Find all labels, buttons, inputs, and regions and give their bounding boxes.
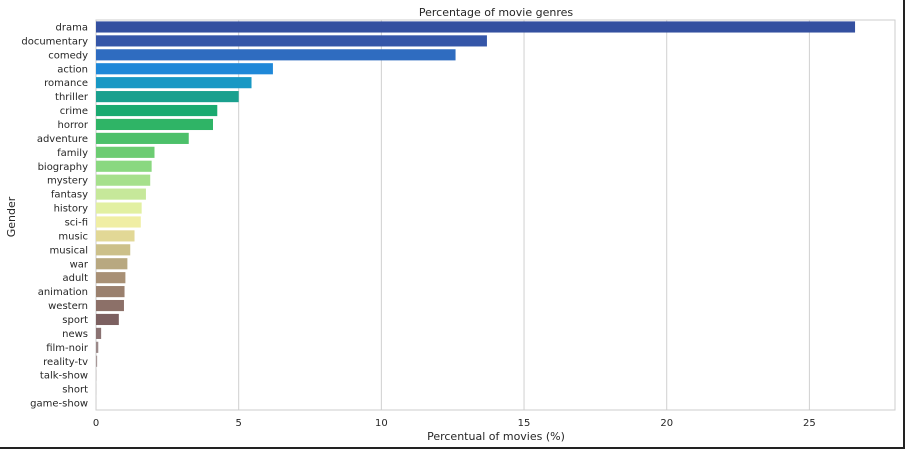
bars <box>96 21 856 409</box>
bar-western <box>96 299 124 312</box>
y-axis-label: Gender <box>5 196 18 237</box>
y-tick-label: romance <box>44 78 88 89</box>
x-tick-labels: 0 5 10 15 20 25 <box>93 418 816 429</box>
bar-sci-fi <box>96 216 141 228</box>
bar-biography <box>96 160 152 172</box>
y-tick-label: crime <box>60 106 88 117</box>
bar-comedy <box>96 49 456 61</box>
y-tick-label: war <box>70 259 89 270</box>
y-tick-label: talk-show <box>40 371 88 382</box>
bar-history <box>96 202 142 214</box>
y-tick-label: horror <box>57 120 88 131</box>
bar-drama <box>96 21 856 33</box>
bar-reality-tv <box>96 355 98 367</box>
y-tick-label: family <box>57 148 88 159</box>
bar-sport <box>96 313 119 326</box>
bar-romance <box>96 77 252 89</box>
x-tick-label: 15 <box>518 418 531 429</box>
y-tick-label: sport <box>62 315 88 326</box>
bar-horror <box>96 118 213 131</box>
bar-fantasy <box>96 188 146 200</box>
y-tick-label: fantasy <box>51 190 88 201</box>
y-tick-label: adult <box>62 273 88 284</box>
y-tick-label: film-noir <box>46 343 89 354</box>
bar-war <box>96 258 128 270</box>
plot-area <box>95 19 896 411</box>
x-axis-label: Percentual of movies (%) <box>427 430 565 443</box>
y-tick-label: animation <box>38 287 88 298</box>
y-tick-label: biography <box>38 162 89 173</box>
bar-crime <box>96 104 218 117</box>
bar-music <box>96 230 135 242</box>
bar-news <box>96 327 102 339</box>
bar-adventure <box>96 132 189 144</box>
bar-thriller <box>96 91 239 103</box>
y-tick-label: documentary <box>21 36 88 47</box>
y-tick-label: reality-tv <box>43 357 88 368</box>
y-tick-label: history <box>54 204 88 215</box>
y-tick-label: thriller <box>55 92 89 103</box>
bar-documentary <box>96 35 487 47</box>
bar-action <box>96 63 273 75</box>
chart-title: Percentage of movie genres <box>419 6 574 19</box>
y-tick-label: short <box>62 385 88 396</box>
bar-adult <box>96 272 126 284</box>
y-tick-label: drama <box>56 22 88 33</box>
bar-animation <box>96 286 125 298</box>
y-tick-label: action <box>57 64 88 75</box>
y-tick-label: news <box>62 329 88 340</box>
x-tick-label: 25 <box>803 418 816 429</box>
bar-musical <box>96 244 131 256</box>
x-tick-label: 10 <box>375 418 388 429</box>
y-tick-labels: drama documentary comedy action romance thril… <box>21 22 89 409</box>
x-tick-label: 0 <box>93 418 99 429</box>
y-tick-label: adventure <box>37 134 88 145</box>
y-tick-label: game-show <box>30 399 88 410</box>
x-tick-label: 20 <box>660 418 673 429</box>
x-tick-label: 5 <box>235 418 241 429</box>
bar-mystery <box>96 174 151 186</box>
y-tick-label: music <box>58 231 88 242</box>
y-tick-label: comedy <box>48 50 88 61</box>
y-tick-label: musical <box>50 245 88 256</box>
y-tick-label: sci-fi <box>65 217 88 228</box>
y-tick-label: mystery <box>47 176 88 187</box>
bar-family <box>96 146 155 158</box>
bar-film-noir <box>96 341 99 353</box>
y-tick-label: western <box>48 301 88 312</box>
